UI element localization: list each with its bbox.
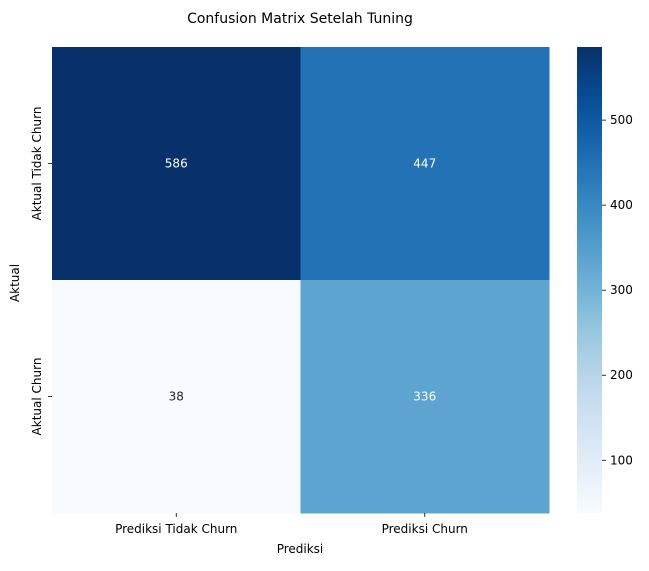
x-axis-ticks: Prediksi Tidak Churn Prediksi Churn [115, 513, 468, 536]
y-tick-label-0: Aktual Tidak Churn [30, 107, 44, 221]
colorbar-tick-label-2: 300 [610, 283, 633, 297]
heatmap-cell-labels: 586 447 38 336 [165, 157, 436, 404]
heatmap-cell-r1-c1 [300, 280, 550, 514]
heatmap-cell-r0-c0 [52, 47, 301, 281]
colorbar-tick-label-1: 200 [610, 368, 633, 382]
colorbar [577, 47, 602, 513]
chart-title: Confusion Matrix Setelah Tuning [187, 11, 413, 27]
heatmap-cell-r1-c0 [52, 280, 301, 514]
x-tick-label-0: Prediksi Tidak Churn [115, 522, 237, 536]
heatmap-cells [52, 47, 550, 514]
cell-value-r0-c1: 447 [413, 157, 436, 171]
x-tick-label-1: Prediksi Churn [382, 522, 468, 536]
x-axis-label: Prediksi [277, 542, 324, 556]
y-axis-label: Aktual [8, 264, 22, 302]
y-tick-label-1: Aktual Churn [30, 358, 44, 436]
colorbar-ticks: 100 200 300 400 500 [602, 113, 633, 467]
colorbar-tick-label-4: 500 [610, 113, 633, 127]
heatmap-cell-r0-c1 [300, 47, 550, 281]
colorbar-tick-label-3: 400 [610, 198, 633, 212]
cell-value-r1-c0: 38 [169, 390, 184, 404]
cell-value-r1-c1: 336 [413, 390, 436, 404]
cell-value-r0-c0: 586 [165, 157, 188, 171]
y-axis-ticks: Aktual Tidak Churn Aktual Churn [30, 107, 52, 436]
colorbar-tick-label-0: 100 [610, 453, 633, 467]
